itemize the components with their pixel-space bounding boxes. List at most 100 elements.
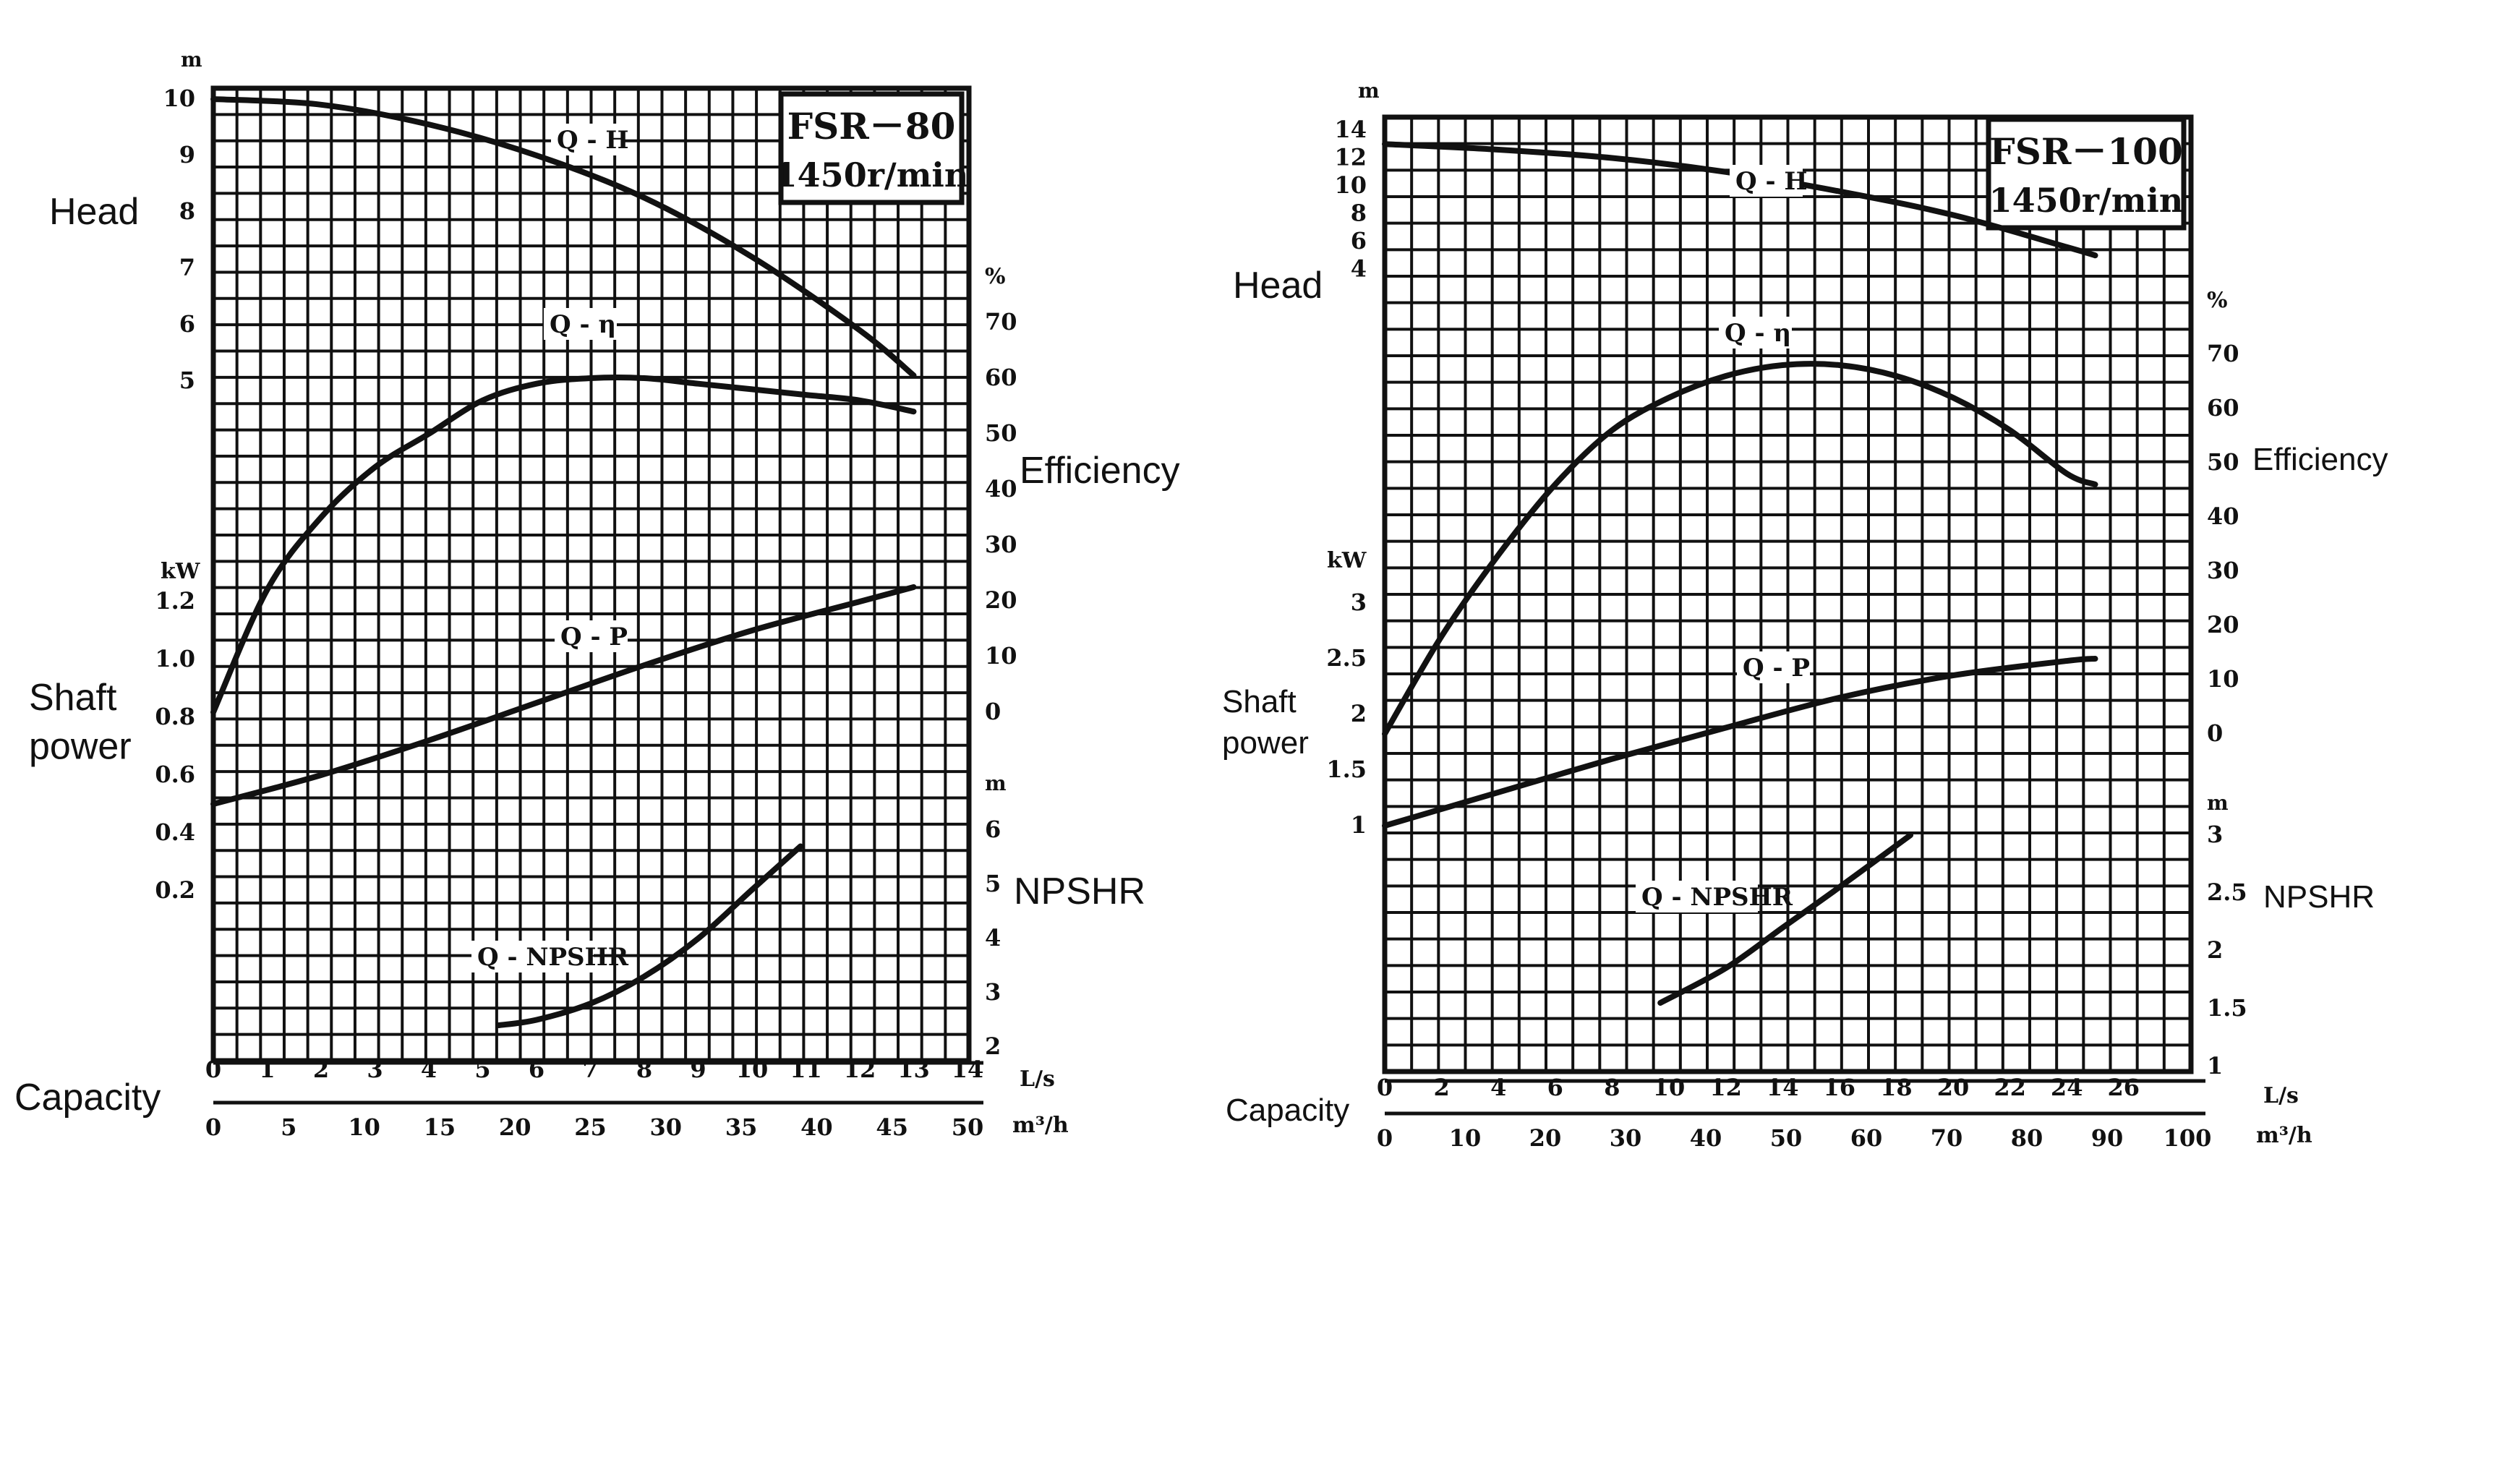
head-tick-label: 8 [1351,200,1367,227]
x-m3h-tick-label: 40 [1690,1124,1722,1152]
power-tick-label: 1.2 [155,587,195,615]
curve-q-npshr-label: Q - NPSHR [1641,883,1793,912]
npshr-tick-label: 2 [985,1032,1001,1060]
speed-label: 1450r/min [1989,181,2184,220]
x-m3h-tick-label: 50 [952,1113,984,1141]
head-tick-label: 14 [1334,116,1367,143]
flow-ls-unit-label: L/s [2263,1083,2299,1108]
x-ls-tick-label: 9 [690,1056,706,1083]
head-tick-label: 5 [179,367,195,394]
efficiency-tick-label: 40 [2207,503,2239,530]
power-tick-label: 0.4 [155,818,195,846]
npshr-side-label: NPSHR [1014,871,1145,912]
x-ls-tick-label: 12 [844,1056,876,1083]
npshr-tick-label: 2.5 [2207,878,2247,906]
curve-q-h-label: Q - H [1735,167,1808,196]
npshr-tick-label: 1.5 [2207,994,2247,1022]
npshr-tick-label: 3 [985,978,1001,1006]
x-ls-tick-label: 4 [1490,1074,1506,1101]
curve-q-eta [1382,361,2098,737]
head-tick-label: 9 [179,141,195,168]
npshr-unit-label: m [985,771,1007,795]
x-m3h-tick-label: 80 [2011,1124,2043,1152]
plot-frame [210,85,972,1064]
plot-frame [1382,114,2194,1074]
shaft-power-side-label: Shaft power [29,677,132,768]
head-side-label: Head [1233,265,1323,307]
curve-q-eta [210,375,917,715]
x-ls-tick-label: 8 [636,1056,652,1083]
efficiency-tick-label: 60 [985,364,1017,391]
shaft-power-side-label-line: power [29,726,132,768]
power-unit-label: kW [1327,548,1367,573]
npshr-tick-label: 1 [2207,1052,2223,1079]
x-ls-tick-label: 5 [474,1056,490,1083]
head-tick-label: 12 [1334,144,1367,171]
efficiency-tick-label: 60 [2207,394,2239,422]
x-ls-tick-label: 3 [367,1056,383,1083]
shaft-power-side-label: Shaft power [1222,684,1309,761]
curve-q-eta-label: Q - η [550,310,616,339]
curve-label-bg [471,941,594,972]
x-m3h-tick-label: 30 [1610,1124,1642,1152]
power-tick-label: 0.2 [155,876,195,904]
efficiency-tick-label: 50 [985,419,1017,447]
efficiency-tick-label: 70 [985,308,1017,335]
shaft-power-side-label-line: Shaft [29,677,117,719]
x-m3h-tick-label: 40 [800,1113,833,1141]
efficiency-side-label: Efficiency [2252,442,2388,477]
x-ls-tick-label: 16 [1824,1074,1856,1101]
curve-q-h [210,96,917,379]
curve-label-bg [1730,165,1803,197]
x-ls-tick-label: 11 [790,1056,822,1083]
capacity-side-label: Capacity [1226,1093,1349,1128]
curve-label-bg [544,308,617,340]
efficiency-tick-label: 30 [985,531,1017,558]
curve-q-npshr-label: Q - NPSHR [477,943,629,972]
power-tick-label: 1.0 [155,645,195,672]
curve-label-bg [1636,881,1758,912]
curve-q-eta-label: Q - η [1725,319,1791,348]
x-ls-tick-label: 0 [205,1056,221,1083]
efficiency-tick-label: 70 [2207,340,2239,367]
x-m3h-tick-label: 30 [650,1113,683,1141]
npshr-tick-label: 2 [2207,936,2223,964]
x-m3h-tick-label: 10 [1449,1124,1482,1152]
model-box [1986,116,2187,231]
x-ls-tick-label: 20 [1937,1074,1970,1101]
curve-q-npshr [1657,832,1914,1006]
model-label: FSR－100 [1989,130,2183,173]
npshr-side-label: NPSHR [2263,879,2375,915]
speed-label: 1450r/min [774,155,969,194]
efficiency-unit-label: % [985,264,1006,289]
power-tick-label: 1.5 [1326,756,1367,783]
power-tick-label: 3 [1351,589,1367,616]
head-tick-label: 6 [179,310,195,338]
x-m3h-tick-label: 100 [2164,1124,2212,1152]
flow-m3h-unit-label: m³/h [2256,1123,2312,1148]
head-tick-label: 10 [1334,171,1367,199]
efficiency-tick-label: 40 [985,475,1017,503]
x-ls-tick-label: 0 [1377,1074,1393,1101]
curve-q-h-label: Q - H [557,126,629,155]
x-ls-tick-label: 2 [1433,1074,1449,1101]
curve-q-npshr [495,843,804,1028]
capacity-side-label: Capacity [14,1077,161,1119]
fsr-80-chart: 0 1 2 3 4 5 6 7 8 9 10 11 12 13 140 5 10 15 20 25 30 35 40 45 50… [14,48,1180,1141]
efficiency-tick-label: 20 [2207,611,2239,638]
x-m3h-tick-label: 50 [1770,1124,1803,1152]
power-tick-label: 2 [1351,700,1367,727]
flow-m3h-unit-label: m³/h [1012,1113,1069,1138]
x-ls-tick-label: 22 [1994,1074,2026,1101]
power-tick-label: 1 [1351,811,1367,839]
x-m3h-tick-label: 0 [205,1113,221,1141]
head-tick-label: 8 [179,197,195,225]
npshr-unit-label: m [2207,791,2229,815]
x-m3h-tick-label: 10 [348,1113,380,1141]
efficiency-tick-label: 30 [2207,557,2239,584]
curve-label-bg [1719,317,1792,349]
head-tick-label: 7 [179,254,195,281]
x-ls-tick-label: 14 [1767,1074,1799,1101]
npshr-tick-label: 3 [2207,821,2223,848]
efficiency-tick-label: 20 [985,586,1017,614]
